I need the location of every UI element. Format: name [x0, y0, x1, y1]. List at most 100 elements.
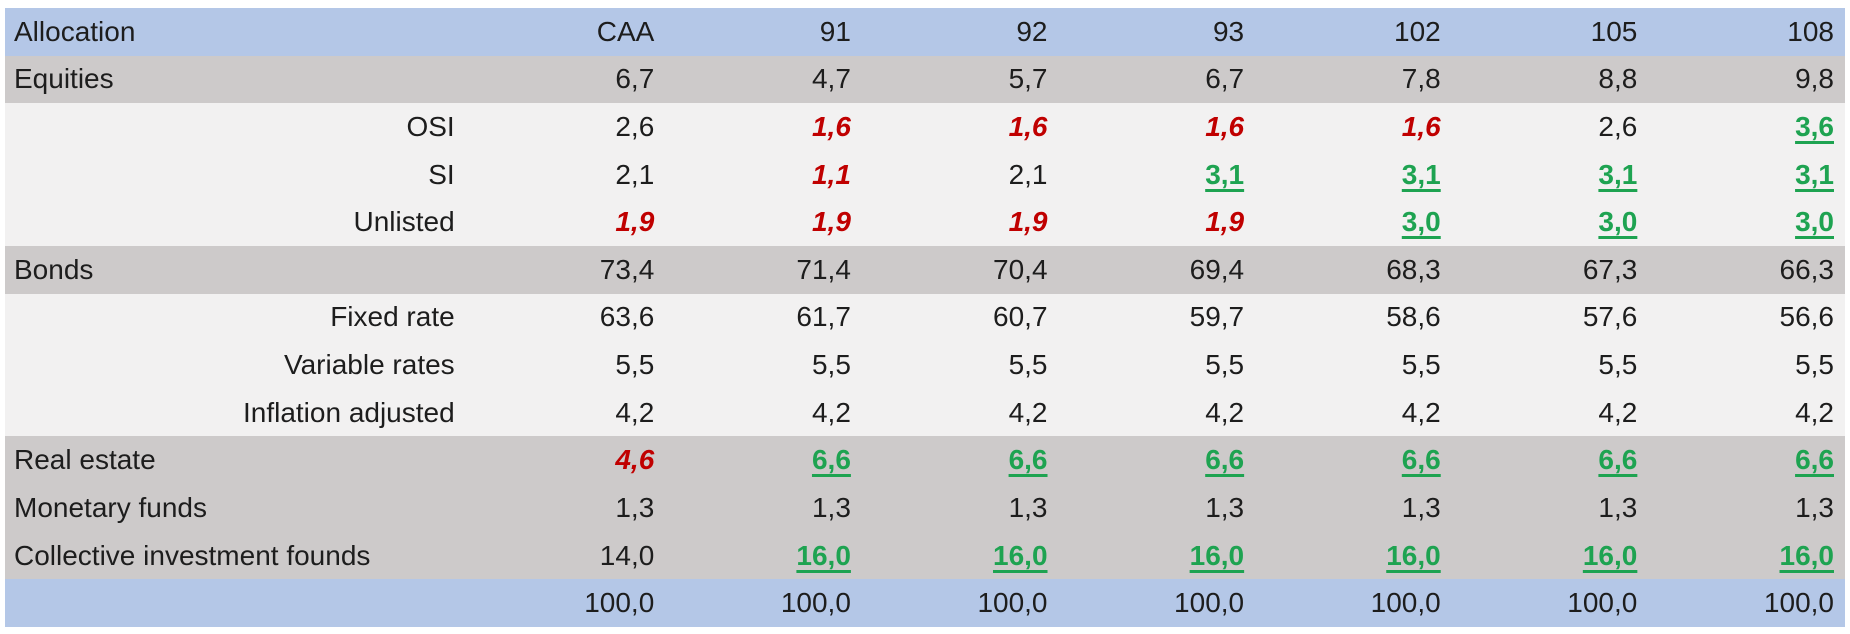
- value-cell: 61,7: [796, 301, 851, 333]
- value-cell: 4,2: [615, 396, 655, 428]
- value-cell: 57,6: [1582, 301, 1638, 333]
- value-cell: 5,5: [1795, 349, 1834, 381]
- value-cell: 5,7: [1008, 63, 1048, 95]
- row-label: Real estate: [14, 444, 156, 476]
- row-label: Variable rates: [284, 349, 455, 381]
- value-cell: 4,2: [1205, 396, 1245, 428]
- value-cell: 2,6: [1598, 111, 1638, 142]
- table-row: Monetary funds 1,3 1,3 1,3 1,3 1,3 1,3 1,3: [5, 484, 1845, 532]
- column-header: 102: [1394, 15, 1441, 47]
- value-cell: 1,1: [811, 158, 851, 190]
- value-cell: 14,0: [599, 539, 655, 571]
- value-cell: 63,6: [599, 301, 655, 333]
- total-cell: 100,0: [1763, 587, 1834, 619]
- table-row: Bonds 73,4 71,4 70,4 69,4 68,3 67,3 66,3: [5, 246, 1845, 294]
- value-cell: 16,0: [1779, 539, 1835, 571]
- value-cell: 6,6: [1008, 444, 1048, 476]
- column-header: 105: [1590, 15, 1638, 47]
- value-cell: 16,0: [993, 539, 1048, 571]
- value-cell: 16,0: [1189, 539, 1245, 571]
- value-cell: 5,5: [1008, 349, 1048, 381]
- row-label: Unlisted: [353, 206, 455, 238]
- value-cell: 6,6: [1795, 444, 1834, 476]
- row-label: OSI: [406, 111, 455, 142]
- table-row: Collective investment founds 14,0 16,0 16,0…: [5, 531, 1845, 580]
- row-label: SI: [428, 158, 455, 190]
- value-cell: 60,7: [993, 301, 1048, 333]
- value-cell: 16,0: [1582, 539, 1638, 571]
- value-cell: 6,7: [615, 63, 655, 95]
- value-cell: 4,2: [1401, 396, 1441, 428]
- total-cell: 100,0: [780, 587, 851, 619]
- total-row-label: [5, 579, 469, 627]
- value-cell: 8,8: [1598, 63, 1638, 95]
- row-label: Inflation adjusted: [242, 396, 455, 428]
- value-cell: 1,3: [1401, 491, 1441, 523]
- value-cell: 1,3: [1205, 491, 1245, 523]
- column-header: 91: [819, 15, 851, 47]
- value-cell: 1,6: [811, 111, 851, 142]
- value-cell: 2,6: [615, 111, 655, 142]
- value-cell: 59,7: [1189, 301, 1245, 333]
- value-cell: 3,1: [1401, 158, 1441, 190]
- value-cell: 3,0: [1401, 206, 1441, 238]
- value-cell: 69,4: [1189, 253, 1245, 285]
- value-cell: 5,5: [1598, 349, 1638, 381]
- total-cell: 100,0: [1174, 587, 1245, 619]
- value-cell: 1,3: [1008, 491, 1048, 523]
- column-header: 92: [1016, 15, 1048, 47]
- row-label: Fixed rate: [330, 301, 455, 333]
- value-cell: 3,1: [1205, 158, 1245, 190]
- value-cell: 66,3: [1779, 253, 1835, 285]
- value-cell: 3,6: [1795, 111, 1834, 142]
- total-row: 100,0 100,0 100,0 100,0 100,0 100,0 100,0: [5, 579, 1845, 627]
- value-cell: 1,9: [1205, 206, 1245, 238]
- table-row: Unlisted 1,9 1,9 1,9 1,9 3,0 3,0 3,0: [5, 198, 1845, 247]
- value-cell: 6,6: [811, 444, 851, 476]
- value-cell: 1,9: [811, 206, 851, 238]
- value-cell: 1,3: [1598, 491, 1638, 523]
- value-cell: 4,2: [1008, 396, 1048, 428]
- value-cell: 1,6: [1401, 111, 1441, 142]
- value-cell: 16,0: [1386, 539, 1441, 571]
- table-row: OSI 2,6 1,6 1,6 1,6 1,6 2,6 3,6: [5, 103, 1845, 151]
- total-cell: 100,0: [1370, 587, 1441, 619]
- value-cell: 68,3: [1386, 253, 1441, 285]
- value-cell: 4,6: [615, 444, 655, 476]
- value-cell: 1,3: [811, 491, 851, 523]
- value-cell: 5,5: [1401, 349, 1441, 381]
- total-cell: 100,0: [584, 587, 655, 619]
- value-cell: 2,1: [615, 158, 655, 190]
- row-label: Monetary funds: [14, 491, 207, 523]
- value-cell: 67,3: [1582, 253, 1638, 285]
- column-header: 93: [1212, 15, 1245, 47]
- value-cell: 6,6: [1598, 444, 1638, 476]
- value-cell: 16,0: [796, 539, 851, 571]
- value-cell: 4,2: [1795, 396, 1834, 428]
- value-cell: 58,6: [1386, 301, 1441, 333]
- value-cell: 3,1: [1598, 158, 1638, 190]
- allocation-table: Allocation CAA 91 92 93 102 105 108 Equities 6,…: [5, 8, 1845, 627]
- row-label: Collective investment founds: [14, 539, 371, 571]
- table-row: SI 2,1 1,1 2,1 3,1 3,1 3,1 3,1: [5, 150, 1845, 199]
- value-cell: 5,5: [1205, 349, 1245, 381]
- value-cell: 73,4: [599, 253, 655, 285]
- value-cell: 6,6: [1401, 444, 1441, 476]
- value-cell: 6,6: [1205, 444, 1245, 476]
- header-row: Allocation CAA 91 92 93 102 105 108: [5, 8, 1845, 56]
- table-row: Equities 6,7 4,7 5,7 6,7 7,8 8,8 9,8: [5, 55, 1845, 104]
- value-cell: 1,9: [615, 206, 655, 238]
- value-cell: 3,1: [1795, 158, 1834, 190]
- total-cell: 100,0: [1567, 587, 1638, 619]
- value-cell: 70,4: [993, 253, 1048, 285]
- table-body: Equities 6,7 4,7 5,7 6,7 7,8 8,8 9,8 OSI 2,6 1,6 1,…: [5, 55, 1845, 580]
- column-header: 108: [1787, 15, 1834, 47]
- column-header: CAA: [596, 15, 655, 47]
- value-cell: 1,6: [1008, 111, 1048, 142]
- value-cell: 4,2: [811, 396, 851, 428]
- value-cell: 2,1: [1008, 158, 1048, 190]
- table-row: Inflation adjusted 4,2 4,2 4,2 4,2 4,2 4,2 4,2: [5, 388, 1845, 437]
- value-cell: 7,8: [1401, 63, 1441, 95]
- value-cell: 1,3: [1795, 491, 1834, 523]
